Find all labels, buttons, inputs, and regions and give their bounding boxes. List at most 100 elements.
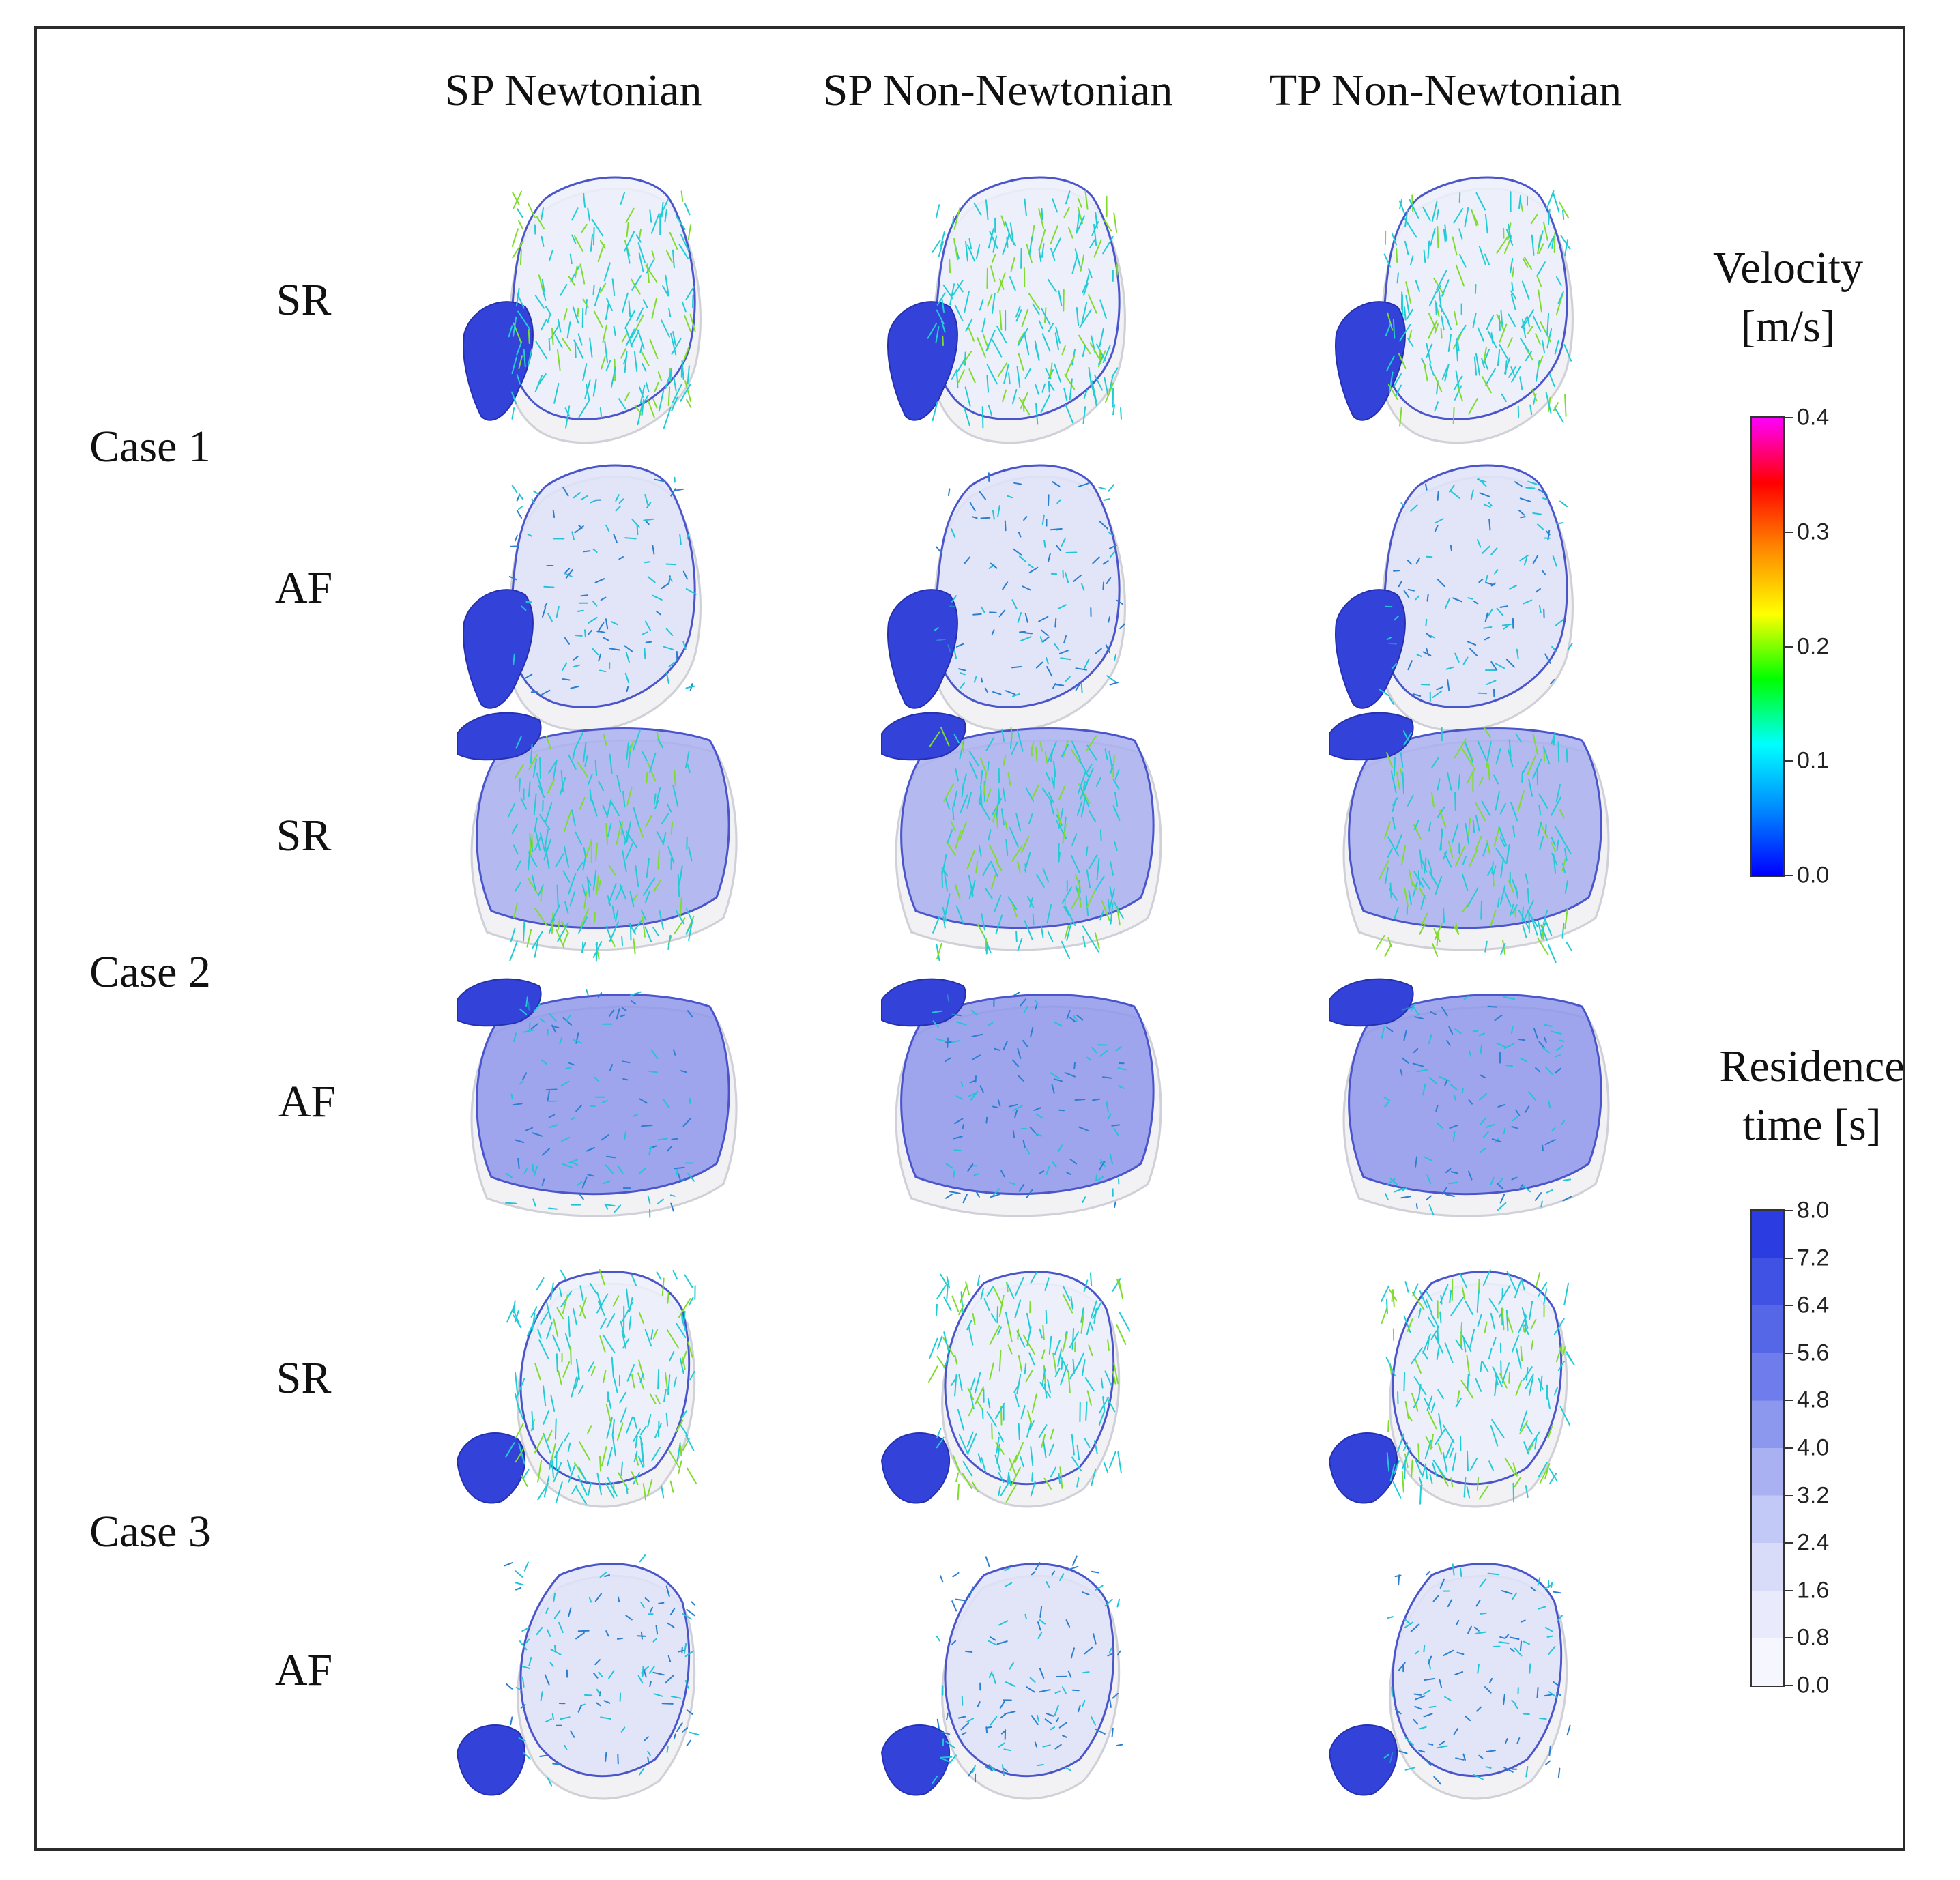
velocity-vector bbox=[579, 1441, 591, 1461]
velocity-vector bbox=[622, 1060, 631, 1064]
velocity-vector bbox=[1387, 384, 1398, 401]
velocity-vector bbox=[552, 509, 556, 519]
velocity-vector bbox=[1111, 1727, 1114, 1737]
velocity-vector bbox=[1394, 1574, 1402, 1578]
velocity-vector bbox=[1431, 757, 1439, 768]
velocity-vector bbox=[967, 1092, 977, 1097]
velocity-vector bbox=[1432, 690, 1443, 698]
velocity-vector bbox=[992, 339, 1003, 358]
velocity-vector bbox=[1559, 201, 1570, 219]
velocity-vector bbox=[631, 1374, 635, 1389]
atrial-appendage bbox=[1329, 978, 1414, 1027]
velocity-vector bbox=[1050, 362, 1053, 377]
velocity-vector bbox=[667, 1146, 673, 1152]
velocity-vector bbox=[1041, 1349, 1046, 1359]
velocity-vector bbox=[1102, 236, 1114, 255]
velocity-vector bbox=[1396, 1433, 1404, 1453]
velocity-vector bbox=[579, 796, 586, 810]
velocity-vector bbox=[1411, 1459, 1413, 1478]
velocity-vector bbox=[1053, 768, 1056, 790]
velocity-vector bbox=[670, 1202, 674, 1212]
velocity-vector bbox=[1387, 836, 1400, 857]
velocity-vector bbox=[1014, 1442, 1024, 1464]
velocity-vector bbox=[1492, 1337, 1497, 1347]
velocity-vector bbox=[618, 556, 624, 560]
velocity-vector bbox=[663, 407, 672, 429]
velocity-vector bbox=[1547, 1396, 1551, 1410]
velocity-vector bbox=[1422, 1689, 1431, 1695]
velocity-vector bbox=[523, 1029, 534, 1033]
velocity-vector bbox=[600, 1716, 611, 1720]
velocity-vector bbox=[1073, 1015, 1078, 1022]
velocity-vector bbox=[515, 1570, 523, 1578]
velocity-vector bbox=[1452, 823, 1459, 843]
velocity-vector bbox=[609, 753, 613, 774]
velocity-vector bbox=[606, 799, 612, 818]
velocity-vector bbox=[1525, 1485, 1529, 1498]
velocity-vector bbox=[541, 1178, 545, 1186]
velocity-vector bbox=[1490, 1312, 1495, 1329]
velocity-vector bbox=[1463, 996, 1469, 1000]
velocity-vector bbox=[975, 1190, 980, 1198]
velocity-vector bbox=[1394, 615, 1399, 621]
velocity-vector bbox=[1091, 1468, 1097, 1486]
velocity-vector bbox=[1003, 1767, 1008, 1773]
velocity-vector bbox=[1444, 1342, 1454, 1363]
velocity-vector bbox=[953, 790, 957, 807]
velocity-vector bbox=[1026, 1312, 1031, 1331]
velocity-vector bbox=[669, 577, 673, 582]
velocity-vector bbox=[1496, 235, 1510, 254]
velocity-vector bbox=[1081, 1359, 1086, 1376]
velocity-vector bbox=[951, 528, 956, 538]
velocity-vector bbox=[1430, 1330, 1437, 1340]
velocity-vector bbox=[1032, 303, 1040, 315]
velocity-vector bbox=[1431, 201, 1438, 222]
velocity-vector bbox=[1106, 577, 1112, 584]
velocity-vector bbox=[556, 605, 560, 618]
velocity-vector bbox=[515, 1423, 524, 1439]
velocity-vector bbox=[539, 1018, 546, 1023]
velocity-vector bbox=[947, 829, 953, 843]
velocity-vector bbox=[568, 1062, 575, 1066]
velocity-vector bbox=[1453, 925, 1460, 935]
velocity-vector bbox=[1054, 643, 1060, 651]
velocity-vector bbox=[657, 850, 660, 870]
velocity-vector bbox=[1564, 880, 1569, 894]
velocity-vector bbox=[1473, 600, 1479, 605]
velocity-vector bbox=[635, 865, 639, 888]
velocity-vector bbox=[1480, 1612, 1487, 1615]
velocity-vector bbox=[620, 1320, 626, 1338]
velocity-vector bbox=[555, 1481, 563, 1503]
velocity-vector bbox=[526, 929, 532, 948]
velocity-vector bbox=[510, 927, 516, 942]
velocity-vector bbox=[1528, 779, 1533, 797]
velocity-vector bbox=[1482, 843, 1488, 857]
velocity-vector bbox=[656, 611, 661, 616]
velocity-vectors bbox=[505, 1269, 697, 1505]
velocity-vector bbox=[1048, 741, 1057, 762]
velocity-vector bbox=[1499, 1194, 1505, 1204]
velocity-vector bbox=[1426, 1290, 1433, 1302]
velocity-vector bbox=[1445, 1168, 1452, 1174]
velocity-vector bbox=[1014, 1277, 1024, 1297]
velocity-vector bbox=[549, 904, 561, 925]
velocity-vector bbox=[1005, 1484, 1017, 1503]
velocity-vector bbox=[608, 1009, 615, 1017]
velocity-vector bbox=[547, 1430, 553, 1441]
velocity-vector bbox=[1424, 364, 1428, 382]
velocity-tick-mark bbox=[1785, 646, 1793, 648]
velocity-vector bbox=[1479, 1148, 1486, 1153]
velocity-vector bbox=[1469, 1329, 1475, 1348]
velocity-vector bbox=[1447, 679, 1450, 691]
velocity-vector bbox=[611, 1356, 614, 1378]
velocity-vector bbox=[579, 1305, 586, 1319]
velocity-vector bbox=[1093, 223, 1097, 246]
velocity-vector bbox=[1040, 394, 1051, 414]
velocity-vector bbox=[1114, 1201, 1116, 1209]
velocity-vector bbox=[636, 523, 639, 536]
velocity-vector bbox=[1058, 290, 1063, 306]
velocity-vector bbox=[560, 1136, 571, 1142]
atrium-panel-case3-sr-col2 bbox=[880, 1271, 1131, 1508]
velocity-vector bbox=[512, 1103, 523, 1106]
velocity-vector bbox=[1428, 319, 1438, 339]
